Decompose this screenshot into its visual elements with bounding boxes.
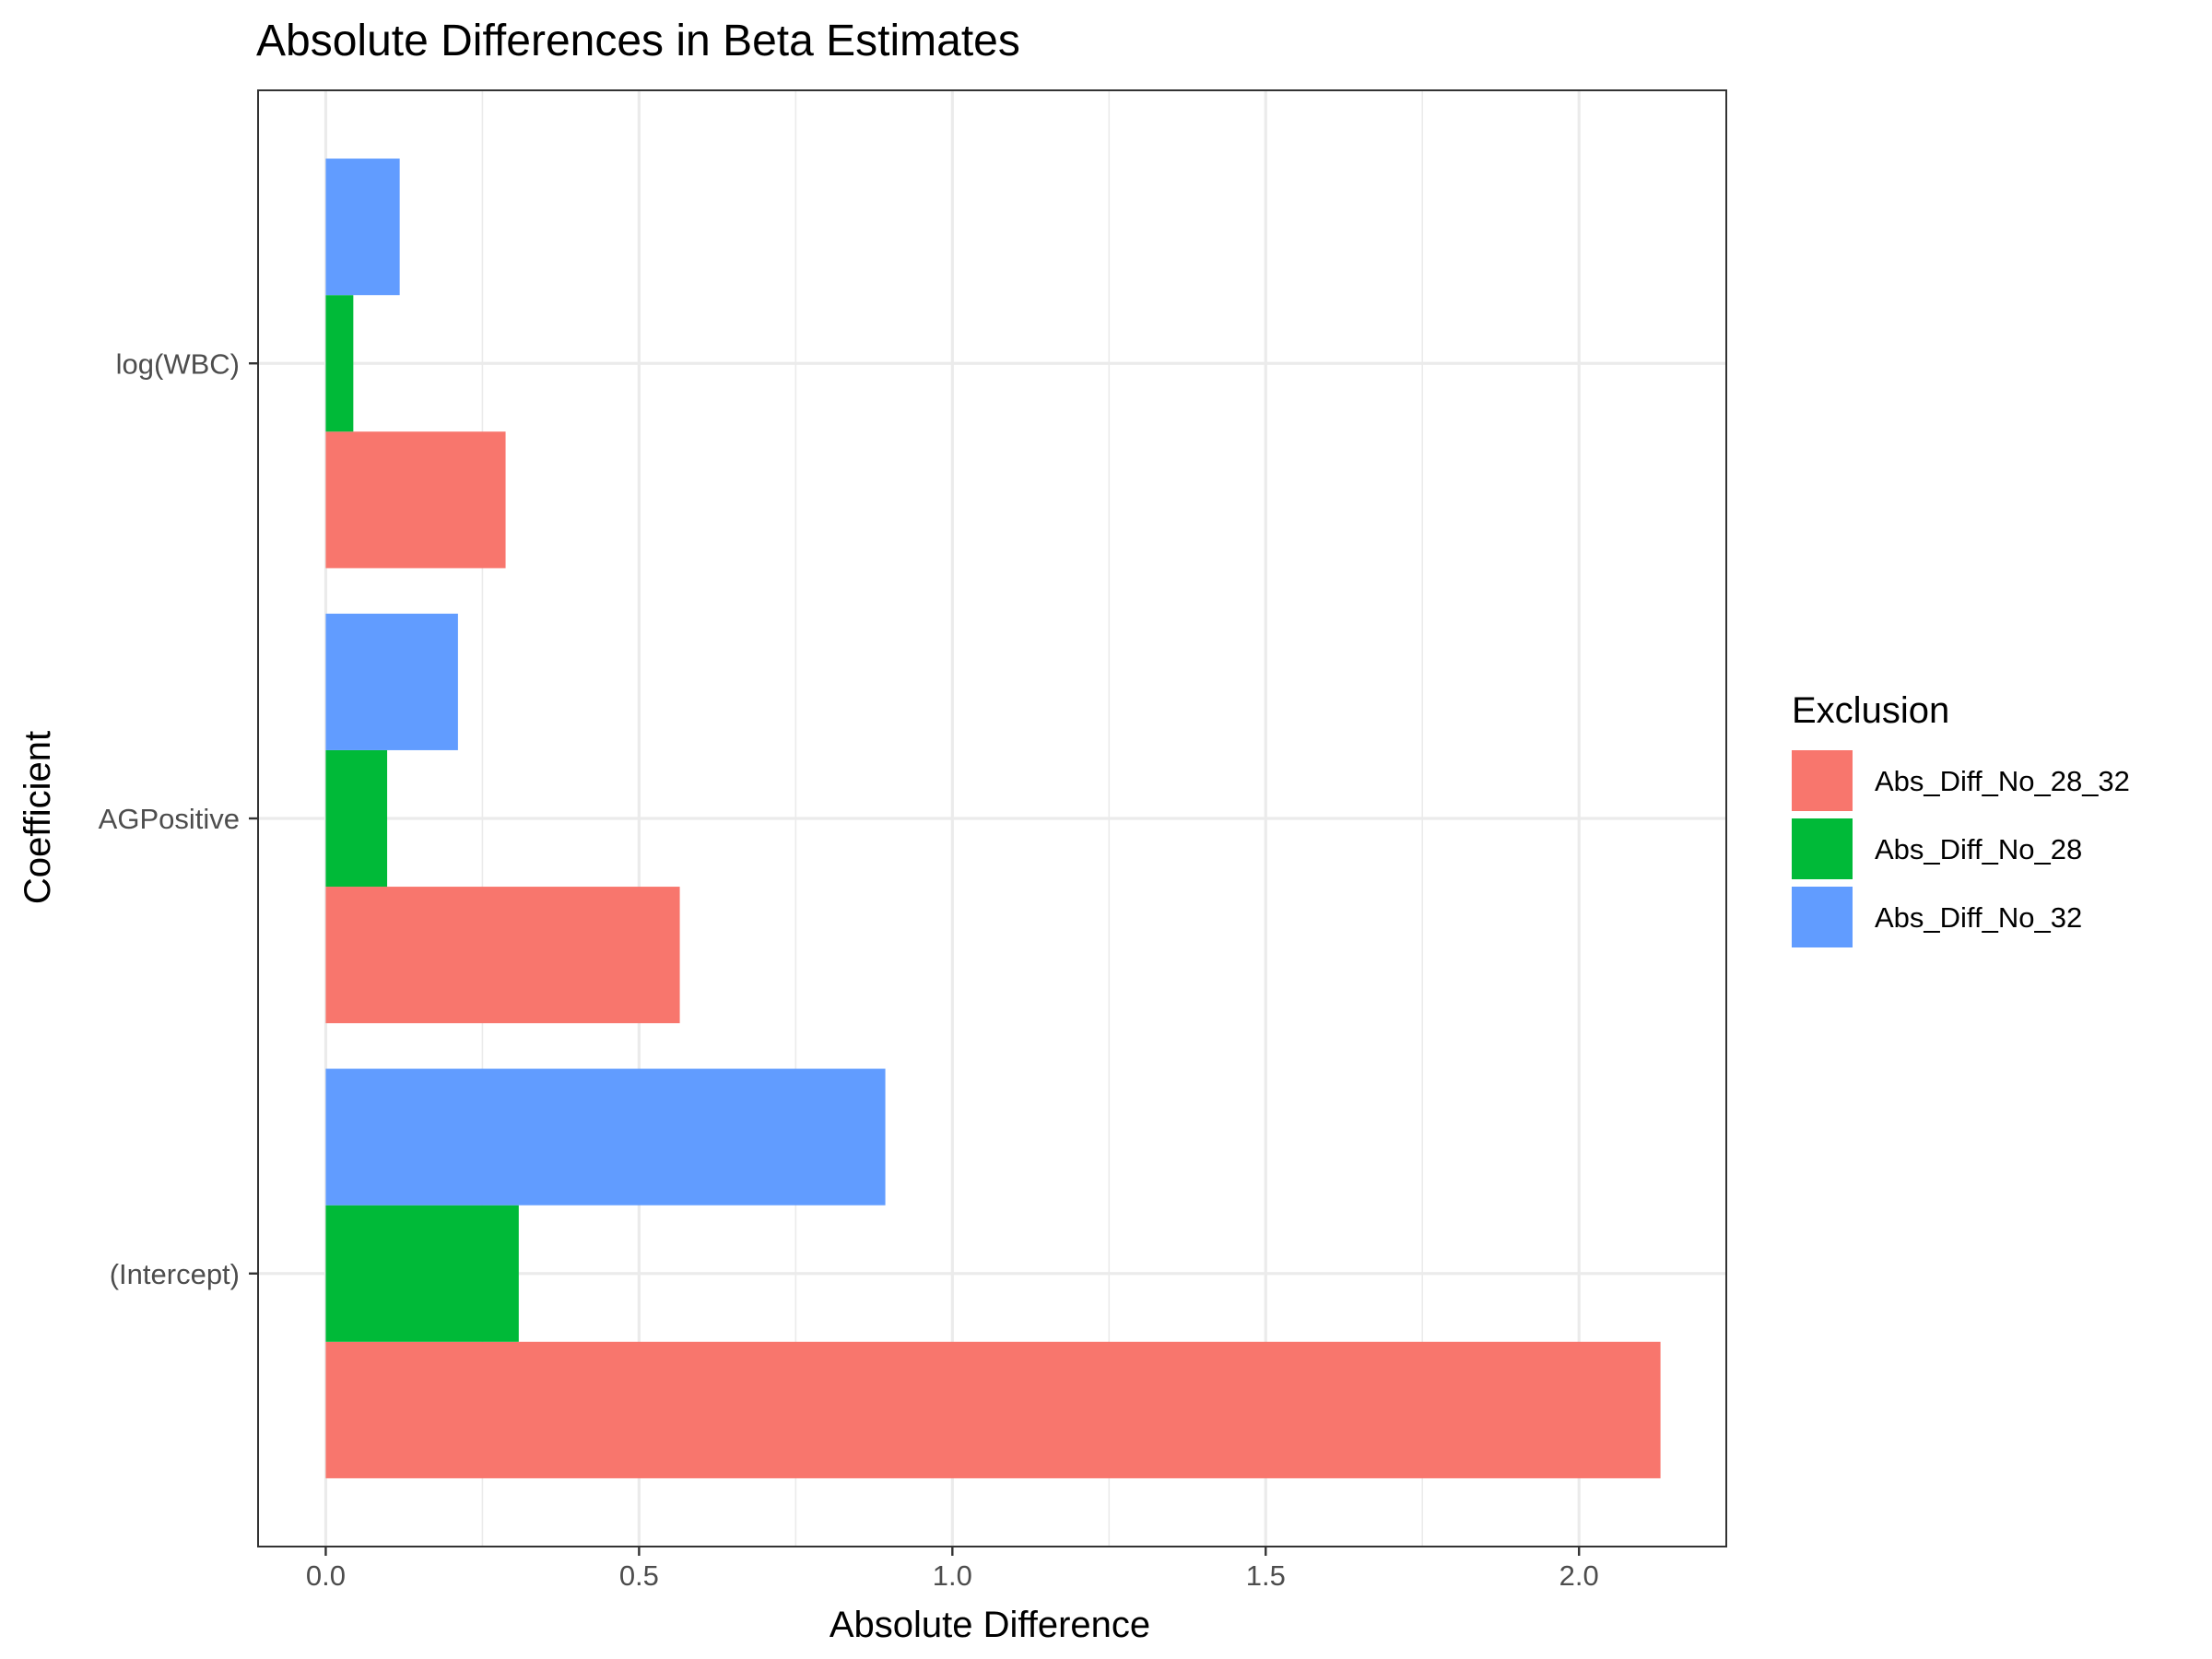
bar <box>325 1205 519 1342</box>
y-tick-label: AGPositive <box>99 803 240 835</box>
bar <box>325 159 400 296</box>
x-tick-label: 1.0 <box>933 1559 972 1592</box>
x-axis-title: Absolute Difference <box>830 1605 1150 1645</box>
y-axis-title: Coefficient <box>18 731 58 904</box>
legend-key <box>1792 818 1853 879</box>
y-tick-label: log(WBC) <box>116 347 240 380</box>
bar <box>325 613 458 750</box>
bar <box>325 431 506 569</box>
y-tick-label: (Intercept) <box>110 1258 240 1290</box>
chart-title: Absolute Differences in Beta Estimates <box>256 17 1020 65</box>
x-tick-label: 0.5 <box>619 1559 659 1592</box>
bar <box>325 887 680 1024</box>
legend-key <box>1792 887 1853 947</box>
bar <box>325 1341 1661 1478</box>
legend-label: Abs_Diff_No_32 <box>1875 901 2082 934</box>
legend-key <box>1792 750 1853 811</box>
bar <box>325 295 354 432</box>
x-tick-label: 0.0 <box>306 1559 346 1592</box>
x-tick-label: 2.0 <box>1559 1559 1599 1592</box>
legend-title: Exclusion <box>1792 690 1949 731</box>
bar <box>325 749 388 888</box>
legend-label: Abs_Diff_No_28 <box>1875 833 2082 865</box>
legend: Exclusion Abs_Diff_No_28_32 Abs_Diff_No_2… <box>1792 690 2130 947</box>
legend-label: Abs_Diff_No_28_32 <box>1875 765 2130 797</box>
x-tick-label: 1.5 <box>1246 1559 1286 1592</box>
plot-panel: 0.0 0.5 1.0 1.5 2.0 (Intercept) AGPositive log(… <box>99 89 1727 1592</box>
bar <box>325 1068 886 1206</box>
